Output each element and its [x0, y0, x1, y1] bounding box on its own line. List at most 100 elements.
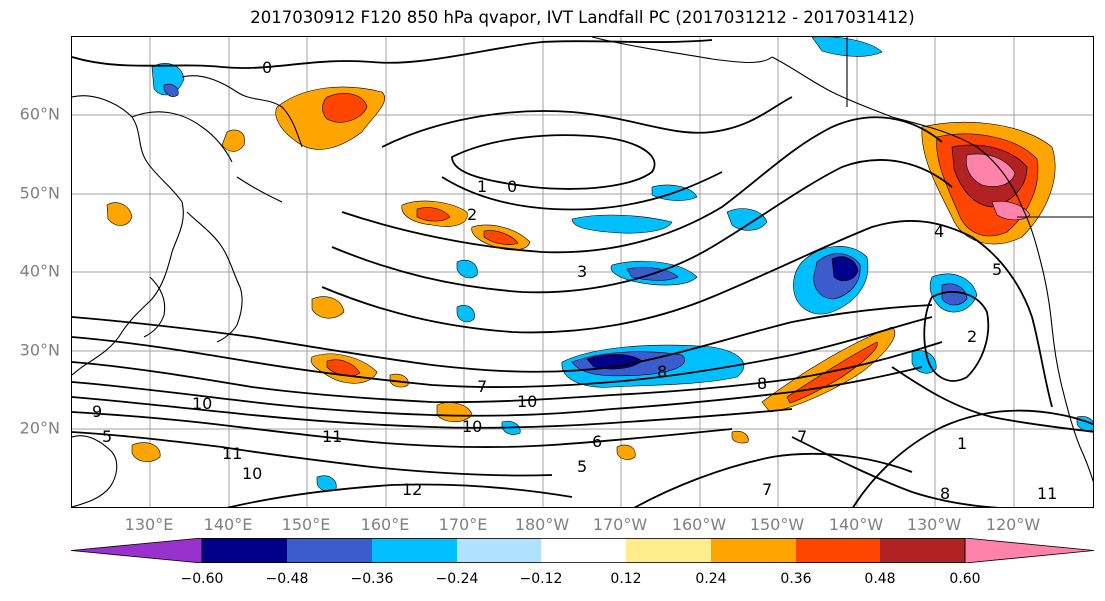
contour-east-1: [852, 409, 1093, 507]
contour-label-6: 6: [592, 432, 602, 451]
contour-lines: [72, 39, 1093, 507]
colorbar-tick-1: −0.60: [180, 571, 224, 587]
contour-east-2: [891, 366, 1093, 433]
colorbar-tick-9: 0.48: [864, 571, 896, 587]
contour-label-0b: 0: [507, 177, 517, 196]
contour-label-layer: 0 1 0 2 3 4 5 2 7 8 10 10 10 11 11 10 12…: [92, 58, 1057, 503]
lat-label-20n: 20°N: [19, 418, 60, 438]
colorbar: [71, 538, 1094, 563]
colorbar-seg-6: [626, 538, 711, 563]
lat-label-60n: 60°N: [19, 104, 60, 124]
contour-1-north: [381, 96, 793, 148]
colorbar-seg-8: [796, 538, 880, 563]
contour-12: [226, 483, 573, 507]
lon-label-160e: 160°E: [360, 515, 410, 534]
shade-positive-small6: [731, 430, 749, 444]
contour-8: [72, 366, 923, 417]
shade-positive-central1-core: [416, 207, 451, 222]
colorbar-tick-8: 0.36: [780, 571, 812, 587]
contour-label-8c: 8: [940, 484, 950, 503]
contour-label-1b: 1: [957, 434, 967, 453]
colorbar-seg-1: [202, 538, 287, 563]
colorbar-tick-7: 0.24: [695, 571, 727, 587]
contour-closed-north: [451, 134, 656, 190]
shade-positive-small3: [131, 442, 161, 462]
colorbar-tick-3: −0.36: [350, 571, 394, 587]
contour-label-4: 4: [934, 222, 944, 241]
contour-1-south: [441, 171, 723, 211]
lon-label-180w: 180°W: [514, 515, 570, 534]
contour-label-2: 2: [467, 205, 477, 224]
lon-label-150e: 150°E: [281, 515, 331, 534]
contour-closed-east: [923, 291, 990, 382]
colorbar-extend-left: [71, 538, 203, 563]
contour-label-7c: 7: [762, 480, 772, 499]
lon-label-150w: 150°W: [749, 515, 805, 534]
contour-2: [341, 116, 943, 254]
shade-positive-okhotsk: [221, 129, 245, 152]
shade-negative-coast-core: [941, 283, 968, 306]
contour-label-11b: 11: [222, 444, 242, 463]
contour-east-4: [633, 452, 913, 507]
shade-positive-west-pac-core: [326, 359, 361, 377]
shade-negative-mid1: [571, 214, 673, 234]
contour-5: [72, 304, 933, 373]
lon-label-140e: 140°E: [203, 515, 253, 534]
shade-positive-nw-america-pink2: [991, 200, 1031, 221]
coastline-kamchatka: [181, 75, 303, 148]
shade-positive-band-east-core: [786, 341, 878, 404]
coastline-bc-coast: [1021, 206, 1063, 388]
lat-label-30n: 30°N: [19, 340, 60, 360]
contour-label-10b: 10: [517, 392, 537, 411]
coastline-sea-of-okhotsk: [131, 111, 233, 163]
shade-negative-kamchatka-north-core: [163, 83, 179, 97]
shade-positive-small5: [616, 444, 636, 460]
contour-label-12: 12: [402, 480, 422, 499]
lon-label-140w: 140°W: [828, 515, 884, 534]
coastline-kuril: [236, 176, 283, 203]
contour-label-7b: 7: [797, 427, 807, 446]
colorbar-seg-3: [372, 538, 457, 563]
contour-label-5: 5: [992, 260, 1002, 279]
plot-title: 2017030912 F120 850 hPa qvapor, IVT Land…: [250, 8, 915, 27]
lon-label-130w: 130°W: [906, 515, 962, 534]
contour-east-3: [791, 436, 999, 507]
coastline-korea: [143, 276, 166, 338]
contour-4: [321, 220, 973, 334]
contour-label-10c: 10: [462, 417, 482, 436]
contour-9: [72, 396, 793, 429]
lon-label-170w: 170°W: [592, 515, 648, 534]
coastline-japan: [186, 211, 243, 343]
shade-positive-japan: [106, 202, 133, 226]
coastline-asia-east: [72, 95, 184, 376]
coastline-alaska-west: [771, 56, 893, 118]
lon-label-170e: 170°E: [438, 515, 488, 534]
colorbar-tick-4: −0.24: [435, 571, 479, 587]
shade-negative-east-blob-core: [831, 256, 859, 282]
lon-label-120w: 120°W: [985, 515, 1041, 534]
shade-positive-small1: [311, 296, 345, 319]
colorbar-seg-7: [711, 538, 796, 563]
contour-label-11c: 11: [1037, 484, 1057, 503]
colorbar-seg-9: [880, 538, 965, 563]
contour-label-1: 1: [477, 177, 487, 196]
coastline-us-west: [1061, 386, 1093, 483]
shade-positive-nw-america-pink: [965, 153, 1016, 187]
contour-3: [331, 159, 953, 294]
graticule: [72, 37, 1093, 507]
contour-label-8b: 8: [757, 374, 767, 393]
contour-label-5b: 5: [577, 457, 587, 476]
colorbar-tick-2: −0.48: [265, 571, 309, 587]
coastlines: [72, 37, 1093, 507]
shade-positive-band-east: [761, 326, 896, 413]
contour-label-5c: 5: [102, 427, 112, 446]
contour-11: [72, 431, 553, 477]
contour-label-3: 3: [577, 262, 587, 281]
contour-label-0: 0: [262, 58, 272, 77]
contour-label-11: 11: [322, 427, 342, 446]
contour-east-5: [971, 236, 1053, 408]
coastline-aleutians: [591, 37, 773, 64]
lat-label-40n: 40°N: [19, 261, 60, 281]
coastline-china-south: [72, 435, 118, 507]
contour-label-9: 9: [92, 402, 102, 421]
